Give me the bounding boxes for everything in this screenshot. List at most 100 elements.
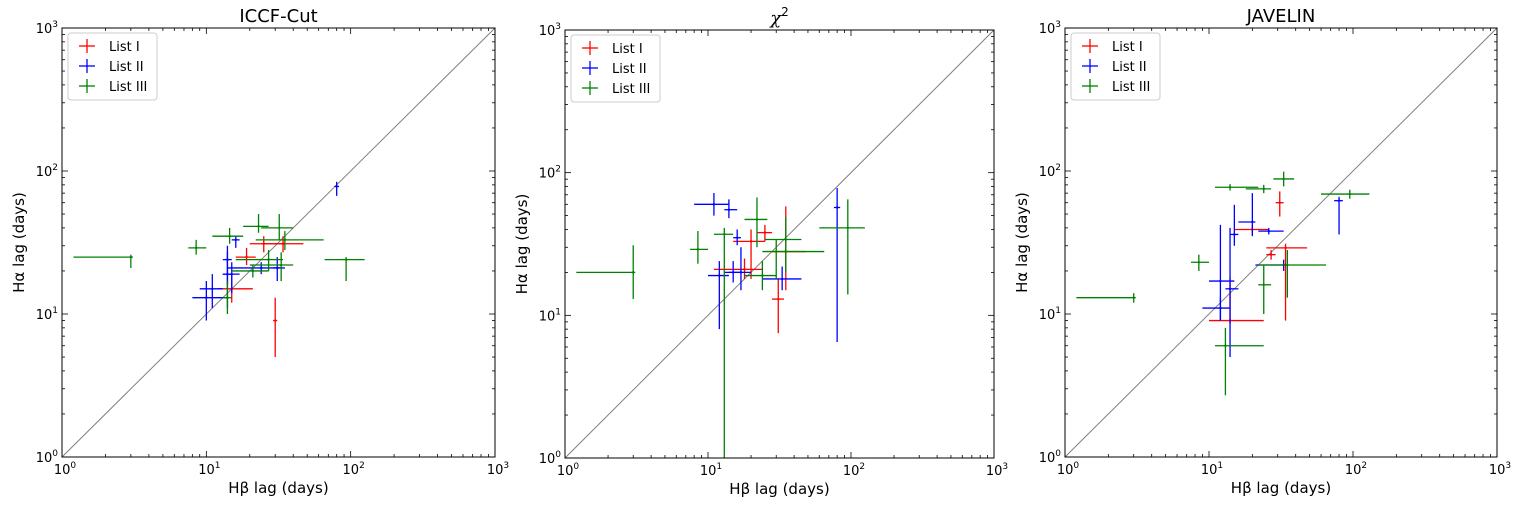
data-marker <box>276 266 279 270</box>
axes-frame <box>61 27 496 458</box>
data-marker <box>260 266 263 270</box>
data-marker <box>245 255 248 259</box>
data-marker <box>273 319 277 322</box>
series-list-ii <box>1202 193 1343 358</box>
legend-label: List I <box>612 42 643 57</box>
data-point <box>273 257 282 282</box>
data-marker <box>777 297 780 301</box>
data-point <box>199 274 223 309</box>
data-marker <box>1251 220 1254 224</box>
data-marker <box>846 226 850 230</box>
y-tick-label: 100 <box>1039 449 1062 466</box>
data-point <box>1214 327 1264 396</box>
legend-label: List III <box>1112 80 1150 95</box>
data-marker <box>283 238 287 242</box>
legend-box <box>67 32 158 101</box>
data-point <box>1334 196 1343 235</box>
data-marker <box>735 236 739 239</box>
data-point <box>324 257 365 282</box>
x-tick-label: 101 <box>198 461 220 478</box>
data-marker <box>632 271 635 274</box>
data-marker <box>226 272 229 276</box>
chart-title: χ2 <box>768 5 789 29</box>
legend-entry: List III <box>582 81 650 97</box>
legend-label: List II <box>109 60 144 75</box>
data-marker <box>226 296 229 299</box>
data-marker <box>251 269 255 273</box>
y-tick-label: 101 <box>539 307 561 324</box>
legend-entry: List III <box>1082 79 1150 95</box>
reference-line-y-equals-x <box>1064 27 1498 458</box>
x-tick-label: 100 <box>54 461 77 478</box>
data-point <box>1245 184 1272 194</box>
data-point <box>334 181 339 196</box>
x-tick-label: 103 <box>487 461 509 478</box>
axes-frame <box>564 29 995 459</box>
data-point <box>1202 297 1231 321</box>
data-marker <box>279 263 283 267</box>
chart-title: ICCF-Cut <box>239 6 317 27</box>
legend-entry: List I <box>1082 39 1143 55</box>
legend-label: List III <box>612 82 650 97</box>
y-tick-label: 102 <box>1039 163 1061 180</box>
data-point <box>1266 243 1308 321</box>
data-marker <box>1228 186 1232 189</box>
data-point <box>243 214 269 233</box>
legend-entry: List II <box>1082 59 1147 75</box>
y-tick-label: 100 <box>36 449 59 466</box>
data-marker <box>1286 263 1289 267</box>
data-point <box>756 224 772 242</box>
data-marker <box>1262 283 1265 287</box>
x-tick-label: 102 <box>343 461 365 478</box>
data-marker <box>1197 261 1201 264</box>
data-marker <box>281 242 285 245</box>
legend-entry: List II <box>582 61 647 77</box>
data-marker <box>712 203 716 206</box>
x-axis-label: Hβ lag (days) <box>228 479 328 497</box>
x-tick-label: 102 <box>1345 461 1367 478</box>
data-point <box>771 278 785 334</box>
axis-ticks <box>564 29 995 459</box>
series-list-ii <box>192 181 339 321</box>
data-point <box>762 266 802 291</box>
data-point <box>744 261 777 291</box>
data-marker <box>763 231 767 234</box>
legend-label: List III <box>109 80 147 95</box>
data-marker <box>1284 246 1287 250</box>
data-point <box>708 261 729 330</box>
data-marker <box>1224 344 1227 347</box>
x-tick-label: 100 <box>1057 461 1080 478</box>
data-point <box>1266 250 1276 260</box>
data-point <box>1258 250 1327 298</box>
x-tick-label: 100 <box>557 462 580 479</box>
data-marker <box>731 271 735 274</box>
data-marker <box>335 185 338 188</box>
y-tick-label: 100 <box>539 450 562 467</box>
data-marker <box>234 238 237 242</box>
data-point <box>273 297 278 358</box>
data-point <box>192 281 228 321</box>
data-point <box>249 252 294 282</box>
data-marker <box>1348 192 1351 196</box>
data-point <box>724 261 741 283</box>
panel-3: 100 101 102 103 100 101 102 103 JAVELIN Hβ lag (d… <box>1013 6 1511 497</box>
data-marker <box>723 233 726 236</box>
reference-line-y-equals-x <box>564 29 995 459</box>
legend-label: List II <box>1112 60 1147 75</box>
legend-entry: List III <box>79 79 147 95</box>
data-point <box>73 254 133 268</box>
axes-frame <box>1064 27 1498 458</box>
data-point <box>694 193 729 216</box>
data-layer <box>576 188 865 458</box>
data-point <box>188 239 207 255</box>
data-point <box>222 281 232 314</box>
data-marker <box>1219 279 1222 283</box>
data-point <box>576 245 636 300</box>
data-marker <box>1132 296 1135 299</box>
data-point <box>261 236 304 253</box>
data-marker <box>1262 187 1265 191</box>
data-point <box>1273 171 1295 187</box>
x-tick-label: 103 <box>986 462 1008 479</box>
data-marker <box>205 296 208 299</box>
data-point <box>1258 227 1284 235</box>
